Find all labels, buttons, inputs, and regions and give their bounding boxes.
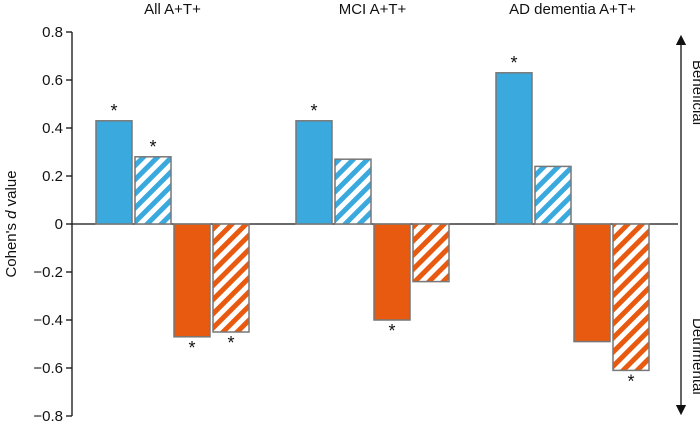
significance-marker: * (188, 338, 195, 358)
significance-marker: * (310, 101, 317, 121)
bar-beneficial-solid (95, 120, 133, 225)
category-label: All A+T+ (144, 1, 201, 18)
bar-detrimental-hatched (612, 223, 650, 372)
bar-detrimental-solid (573, 223, 611, 343)
y-tick-label: 0 (55, 216, 63, 233)
bar-beneficial-solid (295, 120, 333, 225)
y-tick-label: −0.2 (33, 264, 63, 281)
significance-marker: * (149, 137, 156, 157)
bar-beneficial-hatched (534, 165, 572, 225)
beneficial-label: Beneficial (689, 60, 700, 125)
y-tick-label: 0.4 (42, 120, 63, 137)
bar-detrimental-hatched (212, 223, 250, 333)
category-label: AD dementia A+T+ (509, 1, 636, 18)
significance-marker: * (227, 333, 234, 353)
significance-marker: * (627, 371, 634, 391)
bar-beneficial-hatched (334, 158, 372, 225)
y-axis-label-symbol: d (3, 210, 20, 219)
y-axis-label-suffix: value (3, 170, 20, 210)
y-axis-label: Cohen's d value (3, 170, 20, 277)
bar-detrimental-hatched (412, 223, 450, 283)
y-tick-label: −0.6 (33, 360, 63, 377)
category-label: MCI A+T+ (339, 1, 407, 18)
detrimental-label: Detrimental (689, 318, 700, 395)
bar-detrimental-solid (173, 223, 211, 338)
y-tick-label: 0.6 (42, 72, 63, 89)
bar-detrimental-solid (373, 223, 411, 321)
bar-beneficial-solid (495, 72, 533, 225)
y-tick-label: −0.4 (33, 312, 63, 329)
y-tick-label: 0.8 (42, 24, 63, 41)
significance-marker: * (388, 321, 395, 341)
significance-marker: * (510, 53, 517, 73)
y-axis-label-prefix: Cohen's (3, 219, 20, 278)
significance-marker: * (110, 101, 117, 121)
y-tick-label: 0.2 (42, 168, 63, 185)
y-tick-label: −0.8 (33, 408, 63, 423)
bar-beneficial-hatched (134, 156, 172, 225)
